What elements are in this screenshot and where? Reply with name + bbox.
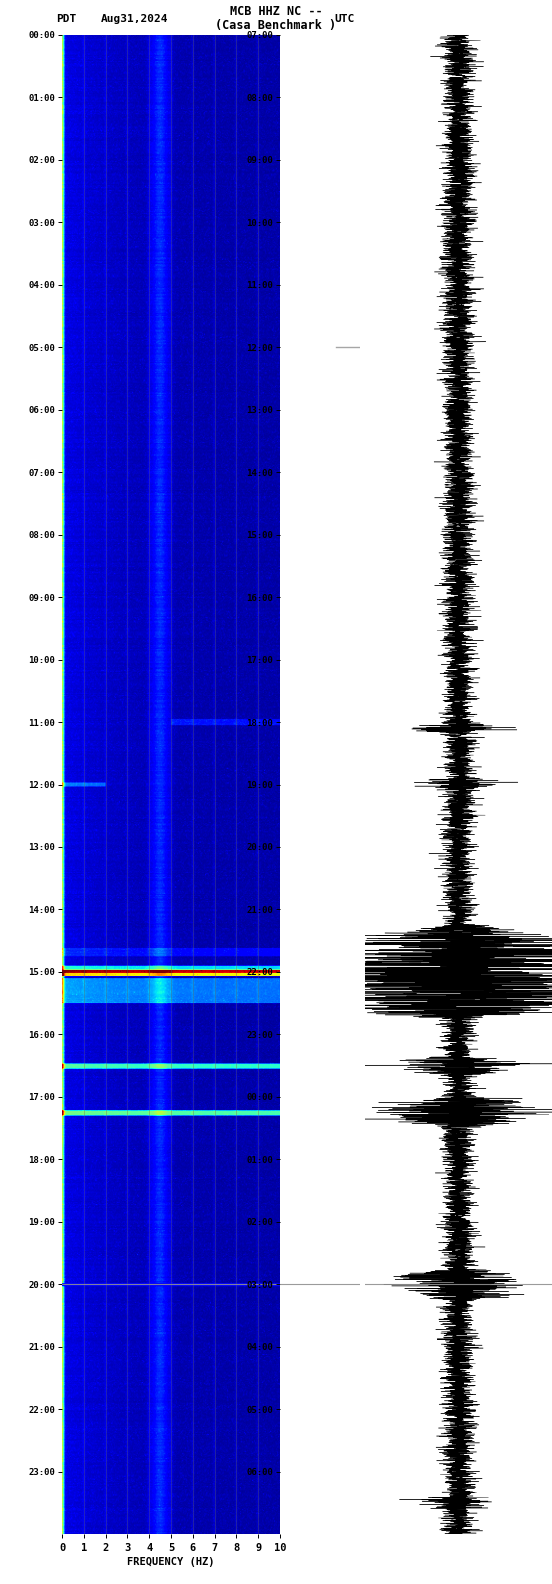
Text: PDT: PDT <box>56 14 77 24</box>
X-axis label: FREQUENCY (HZ): FREQUENCY (HZ) <box>128 1557 215 1567</box>
Text: (Casa Benchmark ): (Casa Benchmark ) <box>215 19 337 32</box>
Text: UTC: UTC <box>334 14 354 24</box>
Text: MCB HHZ NC --: MCB HHZ NC -- <box>230 5 322 17</box>
Text: Aug31,2024: Aug31,2024 <box>100 14 168 24</box>
